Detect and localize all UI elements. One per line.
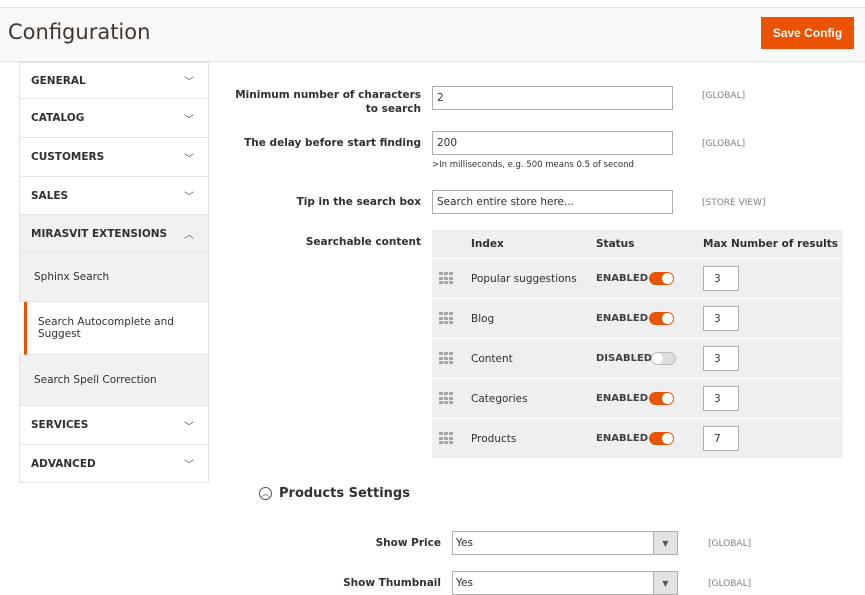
table-row: Categories ENABLED 3 bbox=[432, 378, 843, 418]
status-toggle[interactable] bbox=[649, 392, 674, 405]
status-toggle[interactable] bbox=[649, 312, 674, 325]
scope-label: [GLOBAL] bbox=[708, 539, 752, 549]
sidebar-item[interactable]: CATALOG ﹀ bbox=[19, 99, 209, 138]
column-header: Index bbox=[471, 238, 504, 250]
status-toggle[interactable] bbox=[649, 272, 674, 285]
scope-label: [GLOBAL] bbox=[702, 139, 746, 149]
chevron-down-icon: ﹀ bbox=[184, 153, 194, 165]
page-header bbox=[0, 7, 865, 62]
show-thumbnail-select[interactable]: Yes ▼ bbox=[452, 571, 678, 595]
chevron-down-icon: ﹀ bbox=[184, 421, 194, 433]
show-price-select[interactable]: Yes ▼ bbox=[452, 531, 678, 555]
status-label: DISABLED bbox=[596, 353, 653, 364]
sidebar-item-label: MIRASVIT EXTENSIONS bbox=[31, 227, 168, 240]
sidebar-item-label: GENERAL bbox=[31, 74, 86, 87]
sidebar-item[interactable]: SALES ﹀ bbox=[19, 177, 209, 215]
max-results-input[interactable]: 3 bbox=[703, 266, 739, 291]
sidebar-subitem[interactable]: Sphinx Search bbox=[19, 253, 209, 302]
drag-handle-icon[interactable] bbox=[439, 312, 454, 325]
drag-handle-icon[interactable] bbox=[439, 432, 454, 445]
min-chars-input[interactable]: 2 bbox=[432, 86, 673, 110]
sidebar-subitem-label: Sphinx Search bbox=[34, 271, 110, 283]
sidebar-subitem[interactable]: Search Spell Correction bbox=[19, 355, 209, 406]
status-toggle[interactable] bbox=[649, 432, 674, 445]
index-name: Products bbox=[471, 432, 517, 445]
max-results-input[interactable]: 3 bbox=[703, 306, 739, 331]
min-chars-label: Minimum number of characters to search bbox=[235, 89, 421, 115]
chevron-down-icon: ﹀ bbox=[184, 114, 194, 126]
selected-value: Yes bbox=[456, 537, 473, 549]
products-settings-toggle[interactable]: ︿ Products Settings bbox=[259, 486, 410, 501]
column-header: Max Number of results bbox=[703, 238, 838, 250]
index-name: Popular suggestions bbox=[471, 272, 577, 285]
tip-label: Tip in the search box bbox=[296, 196, 421, 208]
status-label: ENABLED bbox=[596, 393, 649, 404]
max-results-input[interactable]: 3 bbox=[703, 386, 739, 411]
index-name: Categories bbox=[471, 392, 528, 405]
drag-handle-icon[interactable] bbox=[439, 392, 454, 405]
delay-note: >In milliseconds, e.g. 500 means 0.5 of … bbox=[432, 160, 634, 170]
table-row: Popular suggestions ENABLED 3 bbox=[432, 258, 843, 298]
column-header: Status bbox=[596, 238, 635, 250]
max-results-input[interactable]: 3 bbox=[703, 346, 739, 371]
sidebar-item[interactable]: GENERAL ﹀ bbox=[19, 62, 209, 99]
section-title: Products Settings bbox=[279, 486, 410, 501]
scope-label: [STORE VIEW] bbox=[702, 198, 766, 208]
searchable-label: Searchable content bbox=[305, 236, 421, 248]
status-toggle[interactable] bbox=[651, 352, 676, 365]
collapse-icon: ︿ bbox=[259, 487, 272, 500]
dropdown-arrow-icon: ▼ bbox=[653, 572, 677, 594]
show-price-label: Show Price bbox=[375, 537, 441, 549]
max-results-input[interactable]: 7 bbox=[703, 426, 739, 451]
sidebar-item-label: CATALOG bbox=[31, 112, 85, 124]
scope-label: [GLOBAL] bbox=[708, 579, 752, 589]
selected-value: Yes bbox=[456, 577, 473, 589]
sidebar-item[interactable]: SERVICES ﹀ bbox=[19, 406, 209, 445]
chevron-up-icon: ︿ bbox=[184, 230, 194, 241]
drag-handle-icon[interactable] bbox=[439, 272, 454, 285]
chevron-down-icon: ﹀ bbox=[184, 460, 194, 471]
status-label: ENABLED bbox=[596, 313, 649, 324]
table-row: Products ENABLED 7 bbox=[432, 418, 843, 458]
sidebar-item-label: ADVANCED bbox=[31, 457, 96, 470]
searchable-content-table: Index Status Max Number of results Popul… bbox=[432, 230, 843, 458]
sidebar-subitem[interactable]: Search Autocomplete and Suggest bbox=[24, 302, 209, 355]
index-name: Content bbox=[471, 352, 513, 365]
delay-input[interactable]: 200 bbox=[432, 131, 673, 155]
drag-handle-icon[interactable] bbox=[439, 352, 454, 365]
sidebar-subitem-label: Search Autocomplete and Suggest bbox=[38, 316, 174, 340]
chevron-down-icon: ﹀ bbox=[184, 77, 194, 88]
save-config-button[interactable]: Save Config bbox=[761, 17, 854, 49]
show-thumbnail-label: Show Thumbnail bbox=[343, 577, 441, 589]
table-header: Index Status Max Number of results bbox=[432, 230, 843, 258]
dropdown-arrow-icon: ▼ bbox=[653, 532, 677, 554]
status-label: ENABLED bbox=[596, 273, 649, 284]
scope-label: [GLOBAL] bbox=[702, 91, 746, 101]
page-title: Configuration bbox=[8, 20, 151, 44]
sidebar-item[interactable]: ADVANCED ﹀ bbox=[19, 445, 209, 483]
delay-label: The delay before start finding bbox=[244, 137, 421, 149]
sidebar-item-label: SALES bbox=[31, 189, 69, 202]
sidebar-item[interactable]: CUSTOMERS ﹀ bbox=[19, 138, 209, 177]
sidebar-subitem-label: Search Spell Correction bbox=[34, 374, 157, 386]
chevron-down-icon: ﹀ bbox=[184, 192, 194, 203]
status-label: ENABLED bbox=[596, 433, 649, 444]
sidebar-item-label: CUSTOMERS bbox=[31, 151, 105, 163]
index-name: Blog bbox=[471, 312, 495, 325]
tip-input[interactable]: Search entire store here... bbox=[432, 190, 673, 214]
table-row: Blog ENABLED 3 bbox=[432, 298, 843, 338]
sidebar-item[interactable]: MIRASVIT EXTENSIONS ︿ bbox=[19, 215, 209, 253]
table-row: Content DISABLED 3 bbox=[432, 338, 843, 378]
sidebar-item-label: SERVICES bbox=[31, 419, 89, 431]
